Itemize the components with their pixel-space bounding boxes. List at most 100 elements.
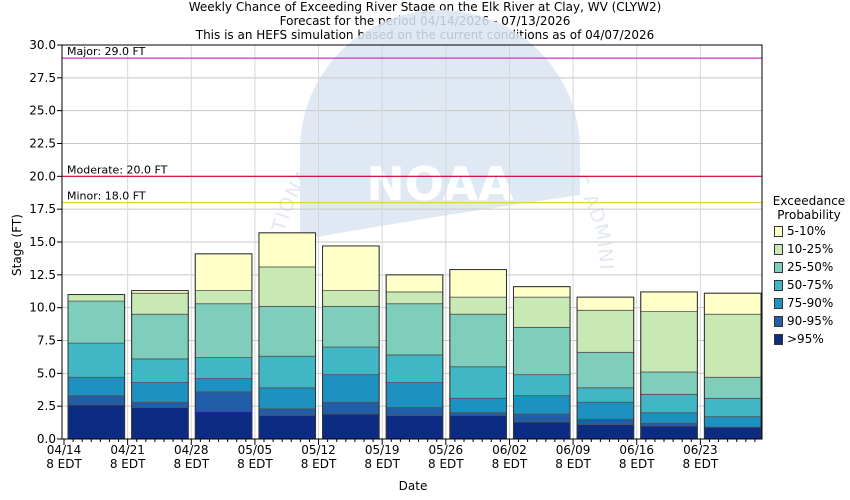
plot-frame <box>61 44 763 440</box>
bar-segment <box>67 395 126 406</box>
legend-label: >95% <box>787 332 824 346</box>
bar-segment <box>131 401 189 408</box>
bar-segment <box>576 296 635 311</box>
bar-segment <box>640 425 698 440</box>
legend-swatch <box>774 243 783 255</box>
legend-items: 5-10% 10-25% 25-50% 50-75% 75-90% 90-95% >95% <box>768 222 850 348</box>
threshold-label: Major: 29.0 FT <box>67 45 146 58</box>
x-tick-label: 06/23 <box>683 443 718 457</box>
legend-title: Exceedance Probability <box>768 194 850 222</box>
legend-label: 5-10% <box>787 224 826 238</box>
x-tick-sublabel: 8 EDT <box>683 457 719 471</box>
y-tick-label: 2.5 <box>37 399 56 413</box>
bar-segment <box>258 355 316 389</box>
bar-segment <box>640 393 698 414</box>
x-tick-label: 06/16 <box>619 443 654 457</box>
bar-segment <box>513 421 571 440</box>
bar-segment <box>513 374 571 397</box>
bar-segment <box>703 416 762 428</box>
bar-segment <box>322 245 380 291</box>
x-tick-label: 04/28 <box>174 443 209 457</box>
bar-segment <box>449 269 507 298</box>
noaa-logo-shape <box>300 10 580 240</box>
week-bar-05-19 <box>385 274 444 440</box>
legend-item: >95% <box>768 330 850 348</box>
bar-segment <box>194 290 253 305</box>
week-bar-04-21 <box>131 290 189 440</box>
bar-segment <box>703 376 762 399</box>
week-bar-05-05 <box>258 232 317 440</box>
bar-segment <box>258 387 316 410</box>
bar-segment <box>258 414 316 440</box>
week-bar-04-14 <box>67 294 126 440</box>
y-tick-label: 25.0 <box>29 104 56 118</box>
x-tick-label: 05/26 <box>429 443 464 457</box>
y-tick-label: 20.0 <box>29 169 56 183</box>
y-axis-label: Stage (FT) <box>10 214 24 276</box>
legend-label: 50-75% <box>787 278 834 292</box>
bar-segment <box>131 292 189 315</box>
legend-swatch <box>774 297 783 309</box>
x-tick-sublabel: 8 EDT <box>110 457 146 471</box>
bar-segment <box>576 418 635 425</box>
bar-segment <box>449 366 507 399</box>
bar-segment <box>640 371 698 395</box>
bar-segment <box>67 300 126 344</box>
bar-segment <box>322 374 380 403</box>
bar-segment <box>67 404 126 440</box>
x-tick-label: 04/14 <box>47 443 82 457</box>
week-bar-04-28 <box>194 253 253 440</box>
y-tick-label: 0.0 <box>37 432 56 446</box>
x-tick-sublabel: 8 EDT <box>173 457 209 471</box>
bar-segment <box>385 303 444 356</box>
y-tick-label: 7.5 <box>37 334 56 348</box>
legend-label: 75-90% <box>787 296 834 310</box>
x-tick-sublabel: 8 EDT <box>237 457 273 471</box>
bar-segment <box>322 346 380 376</box>
bar-segment <box>131 382 189 403</box>
bar-segment <box>449 313 507 368</box>
bar-segment <box>449 397 507 414</box>
bar-segment <box>385 274 444 293</box>
bar-segment <box>322 401 380 415</box>
bar-segment <box>67 294 126 302</box>
bar-segment <box>576 387 635 403</box>
legend-item: 10-25% <box>768 240 850 258</box>
legend-swatch <box>774 333 783 345</box>
legend-title-line-1: Exceedance <box>772 194 846 208</box>
bar-segment <box>576 309 635 353</box>
x-tick-label: 06/09 <box>556 443 591 457</box>
bar-segment <box>194 391 253 412</box>
x-tick-sublabel: 8 EDT <box>301 457 337 471</box>
bar-segment <box>576 424 635 440</box>
bar-segment <box>640 291 698 313</box>
bar-segment <box>385 291 444 305</box>
bar-segment <box>513 413 571 423</box>
bar-segment <box>385 354 444 383</box>
bar-segment <box>258 232 316 268</box>
bar-segment <box>385 407 444 416</box>
legend-swatch <box>774 261 783 273</box>
y-tick-label: 12.5 <box>29 268 56 282</box>
bar-segment <box>258 266 316 307</box>
legend-item: 75-90% <box>768 294 850 312</box>
legend-swatch <box>774 315 783 327</box>
legend-label: 10-25% <box>787 242 834 256</box>
noaa-watermark: NOAA NATIONAL OCEANIC AND ATMOSPHERIC AD… <box>0 0 616 271</box>
legend-label: 25-50% <box>787 260 834 274</box>
legend-item: 50-75% <box>768 276 850 294</box>
bar-segment <box>67 376 126 397</box>
week-bar-05-12 <box>322 245 380 440</box>
bar-segment <box>703 426 762 440</box>
bar-segment <box>449 414 507 440</box>
x-tick-sublabel: 8 EDT <box>492 457 528 471</box>
chart-title-line-1: Weekly Chance of Exceeding River Stage o… <box>188 0 662 14</box>
threshold-label: Minor: 18.0 FT <box>67 190 146 203</box>
x-axis-label: Date <box>399 479 428 493</box>
y-tick-label: 5.0 <box>37 366 56 380</box>
bar-segment <box>513 395 571 415</box>
x-tick-label: 05/05 <box>238 443 273 457</box>
week-bar-06-16 <box>640 291 698 440</box>
bar-segment <box>576 351 635 389</box>
